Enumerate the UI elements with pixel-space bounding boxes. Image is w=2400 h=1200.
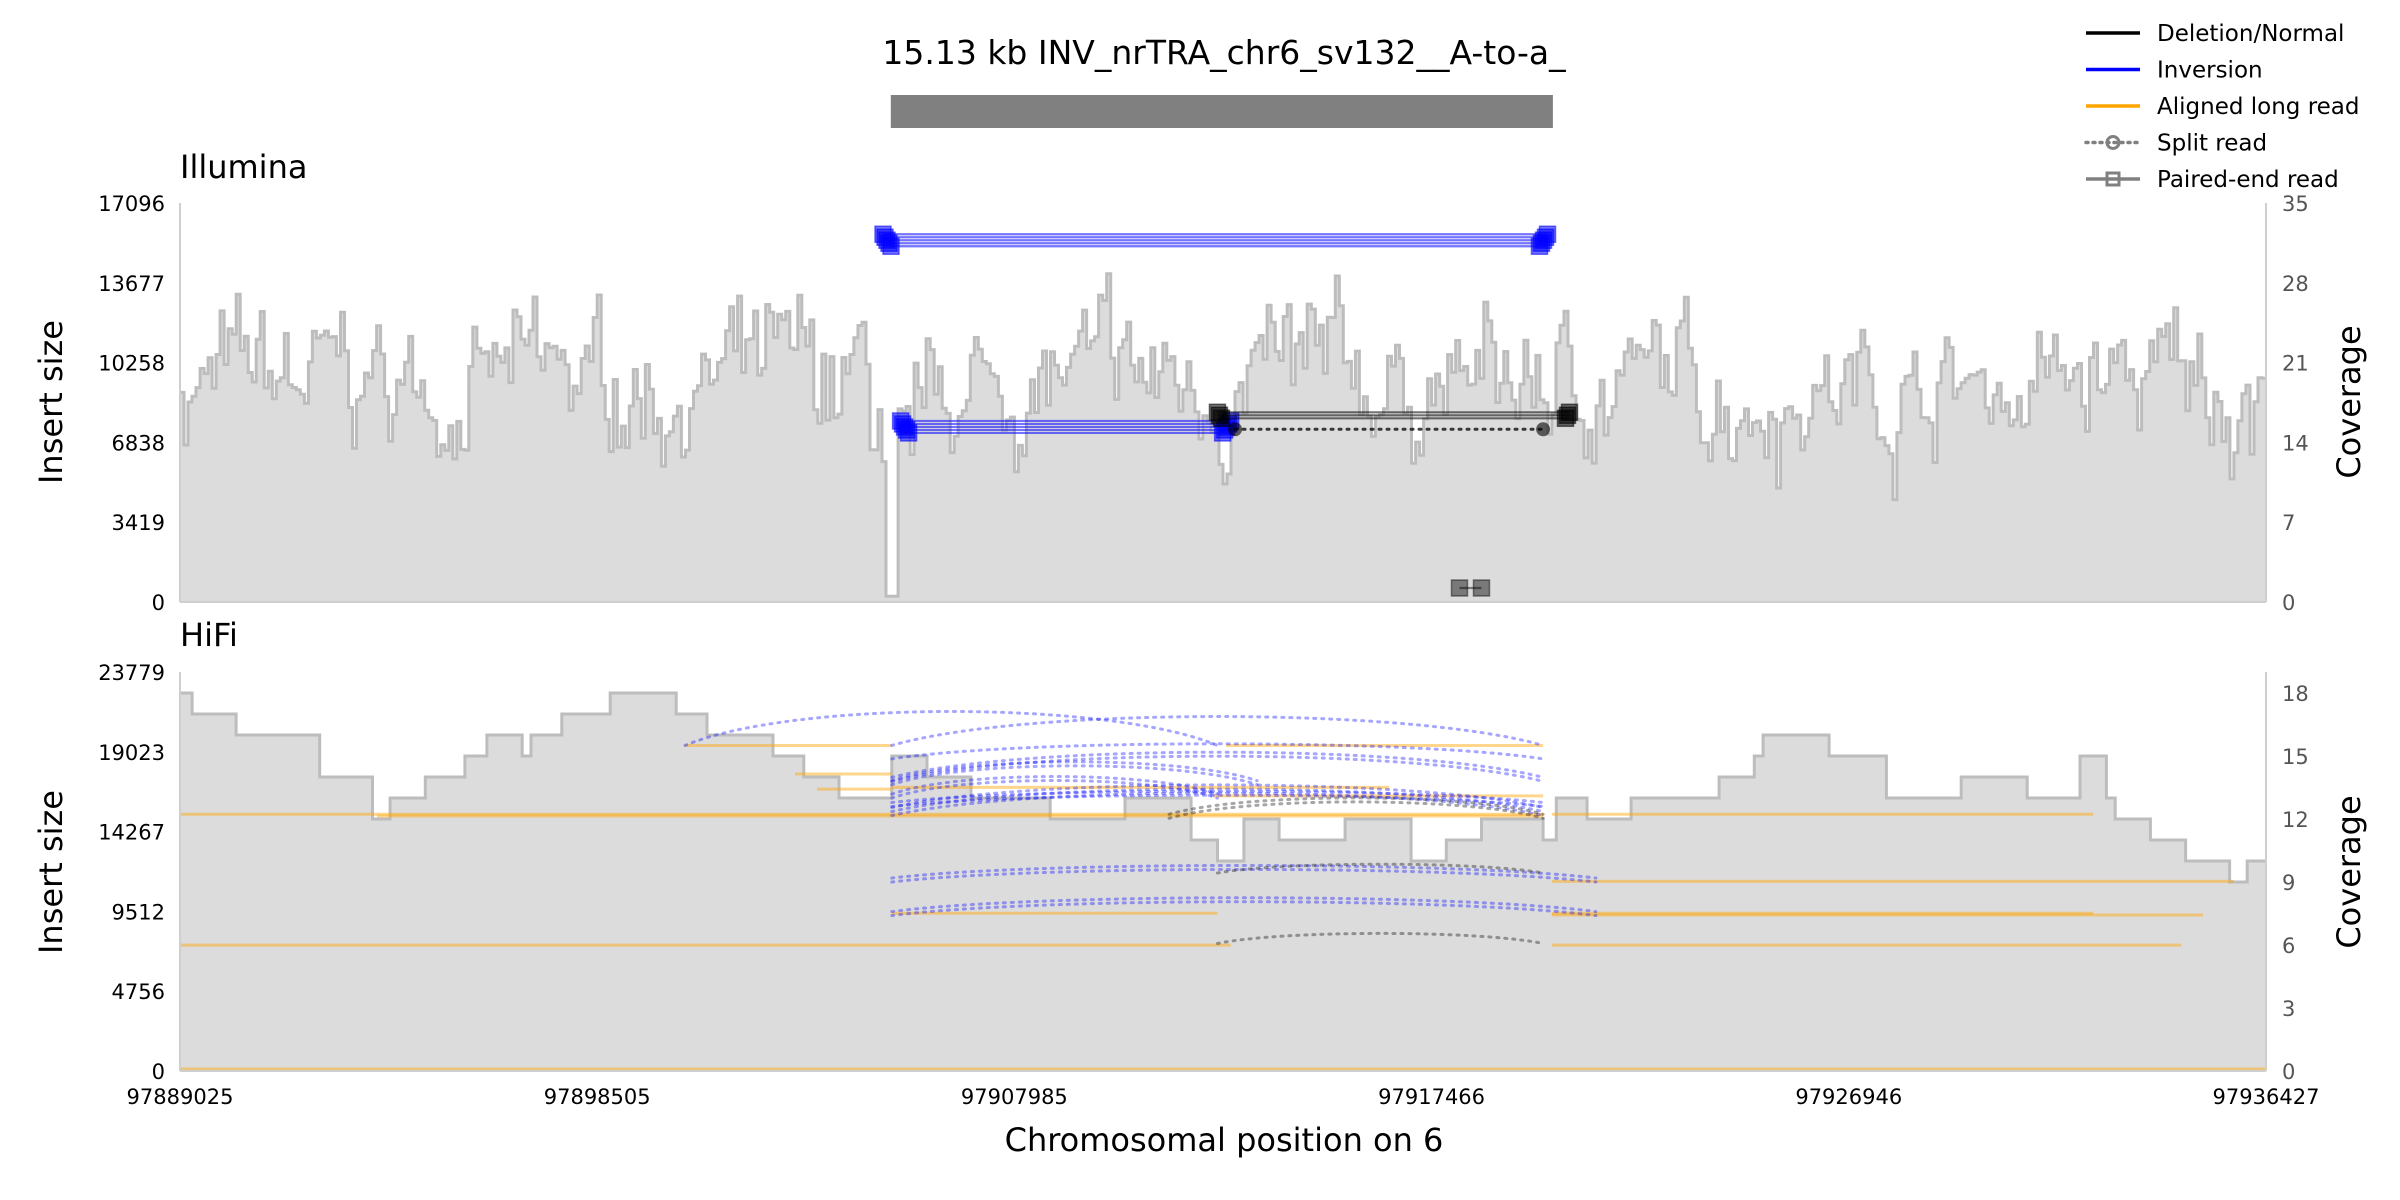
coverage-tick-label: 35	[2282, 192, 2309, 216]
split-read	[890, 750, 1545, 783]
legend: Deletion/Normal Inversion Aligned long rea…	[2084, 21, 2360, 193]
legend-item: Aligned long read	[2086, 94, 2360, 120]
x-axis-ticks: 97889025 97898505 97907985 97917466 97926946…	[127, 1085, 2320, 1109]
coverage-tick-label: 21	[2282, 352, 2309, 376]
illumina-read-marks	[874, 225, 1579, 597]
coverage-tick-label: 28	[2282, 272, 2309, 296]
coverage-tick-label: 0	[2282, 1060, 2295, 1084]
coverage-tick-label: 12	[2282, 808, 2309, 832]
coverage-tick-label: 7	[2282, 511, 2295, 535]
coverage-tick-label: 14	[2282, 431, 2309, 455]
x-tick-label: 97926946	[1795, 1085, 1902, 1109]
x-tick-label: 97917466	[1378, 1085, 1485, 1109]
y-tick-label: 0	[152, 591, 165, 615]
y-tick-label: 4756	[112, 980, 165, 1004]
y-tick-label: 6838	[112, 431, 165, 455]
coverage-fill	[180, 693, 2266, 1071]
illumina-panel: Illumina 0 3419 6838 10258 13677 17096 0 7 14 21…	[32, 148, 2368, 615]
illumina-coverage-ticks: 0 7 14 21 28 35	[2282, 192, 2309, 615]
illumina-y-ticks: 0 3419 6838 10258 13677 17096	[98, 192, 165, 615]
illumina-y2label: Coverage	[2330, 325, 2368, 478]
illumina-panel-title: Illumina	[180, 148, 307, 186]
illumina-coverage-area	[180, 272, 2266, 602]
coverage-tick-label: 0	[2282, 591, 2295, 615]
x-axis-label: Chromosomal position on 6	[1005, 1121, 1444, 1159]
coverage-tick-label: 18	[2282, 682, 2309, 706]
split-read	[1215, 931, 1545, 945]
x-tick-label: 97936427	[2213, 1085, 2320, 1109]
coverage-tick-label: 9	[2282, 871, 2295, 895]
hifi-coverage-area	[180, 691, 2266, 1071]
split-read	[1167, 796, 1545, 820]
hifi-panel-title: HiFi	[180, 616, 238, 654]
y-tick-label: 14267	[98, 821, 165, 845]
split-read	[890, 760, 1259, 787]
split-read	[890, 742, 1545, 761]
hifi-panel: HiFi 0 4756 9512 14267 19023 23779 0 3 6 9 12 15 18…	[32, 616, 2368, 1084]
paired-end-read	[1450, 579, 1491, 597]
illumina-ylabel: Insert size	[32, 320, 70, 484]
sv-region-bar	[890, 95, 1553, 128]
hifi-read-marks	[180, 709, 2266, 1071]
y-tick-label: 23779	[98, 661, 165, 685]
y-tick-label: 19023	[98, 741, 165, 765]
split-read	[890, 783, 1545, 818]
coverage-tick-label: 6	[2282, 934, 2295, 958]
y-tick-label: 0	[152, 1060, 165, 1084]
y-tick-label: 17096	[98, 192, 165, 216]
split-read	[890, 715, 1545, 747]
split-read	[1228, 422, 1551, 437]
split-read	[1215, 862, 1545, 875]
y-tick-label: 10258	[98, 352, 165, 376]
y-tick-label: 3419	[112, 511, 165, 535]
legend-label: Paired-end read	[2157, 167, 2339, 193]
legend-label: Deletion/Normal	[2157, 21, 2344, 47]
x-tick-label: 97889025	[127, 1085, 234, 1109]
hifi-coverage-ticks: 0 3 6 9 12 15 18	[2282, 682, 2309, 1084]
split-read	[683, 709, 1219, 747]
hifi-frame	[179, 672, 2267, 1072]
legend-label: Inversion	[2157, 58, 2263, 84]
coverage-tick-label: 3	[2282, 997, 2295, 1021]
split-read	[890, 775, 1219, 800]
hifi-y-ticks: 0 4756 9512 14267 19023 23779	[98, 661, 165, 1084]
hifi-y2label: Coverage	[2330, 795, 2368, 948]
illumina-frame	[179, 203, 2267, 603]
paired-end-read	[891, 412, 1240, 442]
legend-label: Aligned long read	[2157, 94, 2360, 120]
paired-end-read	[1208, 403, 1579, 428]
y-tick-label: 9512	[112, 900, 165, 924]
coverage-line	[180, 691, 2266, 884]
y-tick-label: 13677	[98, 272, 165, 296]
split-read	[890, 863, 1598, 884]
split-read	[890, 896, 1598, 918]
figure-title: 15.13 kb INV_nrTRA_chr6_sv132__A-to-a_	[882, 33, 1566, 72]
legend-item: Inversion	[2086, 58, 2263, 84]
paired-end-read	[874, 225, 1557, 255]
legend-label: Split read	[2157, 131, 2267, 157]
hifi-ylabel: Insert size	[32, 790, 70, 954]
x-tick-label: 97907985	[961, 1085, 1068, 1109]
legend-item: Split read	[2084, 131, 2267, 157]
legend-item: Paired-end read	[2086, 167, 2339, 193]
legend-item: Deletion/Normal	[2086, 21, 2344, 47]
coverage-tick-label: 15	[2282, 745, 2309, 769]
sv-region-rect	[890, 95, 1553, 128]
coverage-line	[180, 272, 2266, 598]
x-tick-label: 97898505	[544, 1085, 651, 1109]
